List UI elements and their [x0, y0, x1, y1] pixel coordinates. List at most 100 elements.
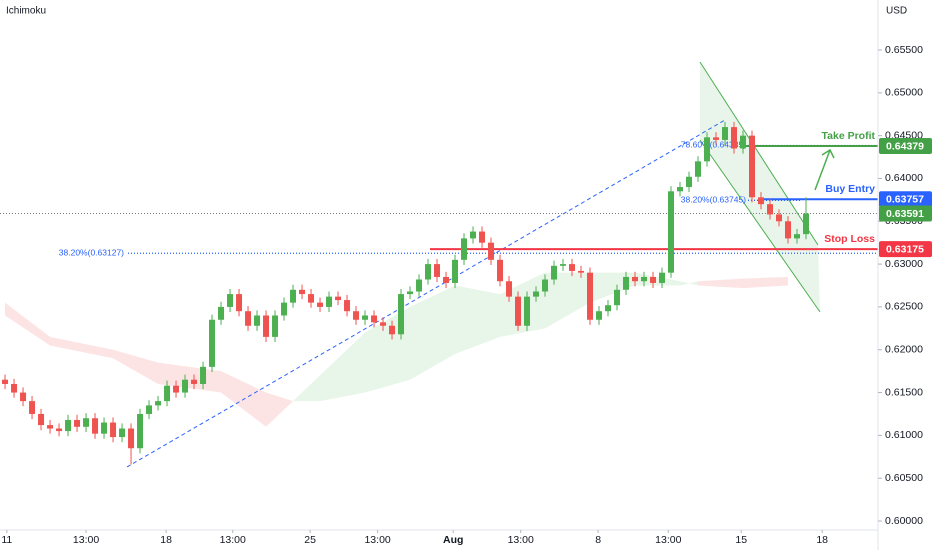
candle-body [137, 414, 143, 448]
candle-body [668, 191, 674, 272]
candle-body [551, 266, 557, 280]
candle-body [128, 429, 134, 449]
candle-body [362, 315, 368, 319]
candle-body [317, 303, 323, 307]
candle-body [371, 315, 377, 322]
candle-body [758, 197, 764, 204]
candle-body [74, 420, 80, 427]
candle-body [146, 405, 152, 414]
candle-body [686, 177, 692, 187]
candle-body [677, 187, 683, 191]
candle-body [227, 294, 233, 307]
candle-body [290, 290, 296, 303]
candle-body [740, 136, 746, 149]
level-name: Stop Loss [824, 233, 875, 245]
y-tick-label: 0.62500 [885, 301, 923, 313]
y-tick-label: 0.62000 [885, 344, 923, 356]
candle-body [641, 277, 647, 281]
candle-body [506, 281, 512, 296]
candle-body [326, 297, 332, 307]
y-tick-label: 0.65500 [885, 44, 923, 56]
candle-body [2, 380, 8, 384]
candle-body [479, 232, 485, 243]
x-tick-label: 25 [304, 534, 316, 546]
candle-body [713, 137, 719, 140]
y-tick-label: 0.65000 [885, 87, 923, 99]
x-tick-label: 13:00 [220, 534, 246, 546]
candle-body [182, 380, 188, 393]
last-price-label: 0.63591 [886, 208, 924, 220]
candle-body [749, 136, 755, 198]
candle-body [515, 297, 521, 326]
x-tick-label: 11 [1, 534, 12, 546]
candle-body [92, 418, 98, 433]
candle-body [281, 303, 287, 316]
x-tick-label: 13:00 [655, 534, 681, 546]
candle-body [407, 292, 413, 295]
candle-body [200, 367, 206, 384]
candle-body [299, 290, 305, 294]
candle-body [164, 386, 170, 401]
candle-body [596, 311, 602, 320]
x-tick-label: 15 [735, 534, 747, 546]
candle-body [254, 315, 260, 325]
candle-body [344, 300, 350, 311]
candle-body [722, 127, 728, 140]
y-tick-label: 0.60000 [885, 515, 923, 527]
candle-body [47, 425, 53, 428]
level-price-label: 0.64379 [886, 140, 924, 152]
candle-body [794, 234, 800, 238]
candle-body [83, 418, 89, 427]
currency-label: USD [886, 6, 907, 17]
fib-label: 38.20%(0.63127) [59, 247, 124, 257]
candle-body [614, 290, 620, 305]
y-tick-label: 0.60500 [885, 472, 923, 484]
candle-body [767, 204, 773, 214]
x-tick-label: 18 [816, 534, 828, 546]
candle-body [389, 326, 395, 335]
x-tick-label: 13:00 [508, 534, 534, 546]
candle-body [11, 384, 17, 393]
candle-body [20, 393, 26, 402]
candle-body [110, 423, 116, 438]
candle-body [155, 401, 161, 405]
candle-body [65, 420, 71, 431]
candle-body [650, 277, 656, 283]
candle-body [803, 214, 809, 235]
candle-body [533, 292, 539, 297]
candle-body [29, 401, 35, 414]
candle-body [776, 214, 782, 221]
candle-body [443, 277, 449, 283]
x-tick-label: 18 [160, 534, 172, 546]
x-tick-label: 13:00 [364, 534, 390, 546]
x-tick-label: 13:00 [73, 534, 99, 546]
candle-body [560, 264, 566, 266]
level-price-label: 0.63175 [886, 243, 924, 255]
candle-body [785, 221, 791, 238]
x-tick-label: Aug [443, 534, 463, 546]
candle-body [452, 260, 458, 283]
indicator-label: Ichimoku [6, 6, 46, 17]
y-tick-label: 0.63000 [885, 258, 923, 270]
candle-body [488, 243, 494, 260]
candle-body [173, 386, 179, 393]
candle-body [101, 423, 107, 434]
candle-body [470, 232, 476, 239]
candle-body [659, 273, 665, 283]
candle-body [236, 294, 242, 311]
y-tick-label: 0.61000 [885, 429, 923, 441]
fib-label: 38.20%(0.63745) [681, 195, 746, 205]
candle-body [308, 294, 314, 303]
candle-body [578, 271, 584, 273]
candle-body [623, 277, 629, 290]
candle-body [704, 137, 710, 161]
y-tick-label: 0.61500 [885, 386, 923, 398]
candle-body [380, 322, 386, 325]
candle-body [335, 297, 341, 300]
candle-body [353, 311, 359, 320]
candle-body [731, 127, 737, 148]
level-name: Take Profit [822, 130, 876, 142]
candle-body [119, 429, 125, 438]
